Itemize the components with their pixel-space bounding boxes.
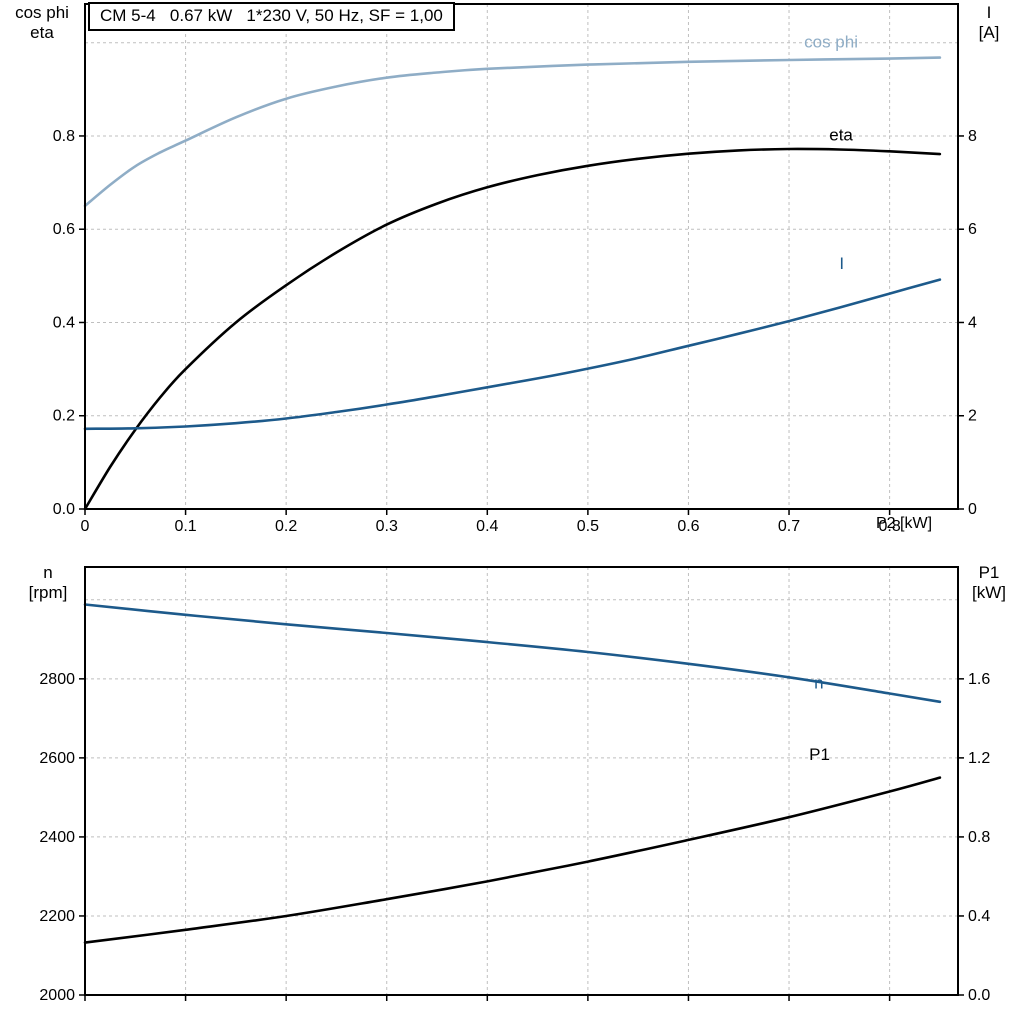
left-tick-label: 2200	[39, 908, 75, 925]
curve-label-i: I	[839, 254, 844, 273]
left-tick-label: 2600	[39, 750, 75, 767]
right-tick-label: 8	[968, 128, 977, 145]
right-tick-label: 0.8	[968, 829, 990, 846]
curve-p1	[83, 776, 942, 944]
right-tick-label: 6	[968, 221, 977, 238]
right-tick-label: 2	[968, 408, 977, 425]
right-tick-label: 4	[968, 314, 977, 331]
curve-label-n: n	[814, 674, 823, 693]
chart-title-box: CM 5-4 0.67 kW 1*230 V, 50 Hz, SF = 1,00	[88, 2, 455, 31]
x-tick-label: 0.4	[476, 518, 498, 535]
left-tick-label: 0.6	[53, 221, 75, 238]
right-tick-label: 0	[968, 501, 977, 518]
x-tick-label: 0.7	[778, 518, 800, 535]
x-axis-title: P2 [kW]	[876, 515, 933, 532]
curve-eta	[83, 147, 942, 511]
curve-cos-phi	[83, 56, 942, 208]
left-tick-label: 0.8	[53, 128, 75, 145]
curve-n	[83, 603, 942, 704]
left-tick-label: 2800	[39, 671, 75, 688]
axis-label-rpm-unit: [rpm]	[28, 583, 68, 602]
left-tick-label: 0.0	[53, 501, 75, 518]
left-axis-title-bottom-chart: n [rpm]	[14, 563, 82, 603]
axis-label-cos-phi: cos phi	[15, 3, 69, 22]
plot-frame	[84, 3, 959, 510]
x-tick-label: 0.1	[174, 518, 196, 535]
left-tick-label: 2400	[39, 829, 75, 846]
axis-label-current: I	[986, 3, 992, 22]
curve-label-eta: eta	[829, 126, 853, 145]
right-tick-label: 1.6	[968, 671, 990, 688]
axis-label-kw-unit: [kW]	[972, 583, 1006, 602]
x-tick-label: 0.2	[275, 518, 297, 535]
left-tick-label: 0.4	[53, 314, 75, 331]
plot-frame	[84, 566, 959, 996]
curve-i	[83, 278, 942, 431]
left-tick-label: 0.2	[53, 408, 75, 425]
axis-label-speed: n	[43, 563, 53, 582]
x-tick-label: 0.3	[376, 518, 398, 535]
left-tick-label: 2000	[39, 987, 75, 1004]
right-axis-title-top-chart: I [A]	[960, 3, 1018, 43]
left-axis-title-top-chart: cos phi eta	[4, 3, 80, 43]
x-tick-label: 0	[81, 518, 90, 535]
x-tick-label: 0.6	[677, 518, 699, 535]
right-tick-label: 0.4	[968, 908, 990, 925]
right-tick-label: 0.0	[968, 987, 990, 1004]
curve-label-p1: P1	[809, 745, 830, 764]
right-tick-label: 1.2	[968, 750, 990, 767]
right-axis-title-bottom-chart: P1 [kW]	[960, 563, 1018, 603]
curve-label-cos-phi: cos phi	[804, 32, 858, 51]
x-tick-label: 0.5	[577, 518, 599, 535]
axis-label-p1: P1	[978, 563, 1000, 582]
x-tick-label: 0.8	[878, 518, 900, 535]
axis-label-eta: eta	[30, 23, 54, 42]
axis-label-ampere-unit: [A]	[978, 23, 1000, 42]
